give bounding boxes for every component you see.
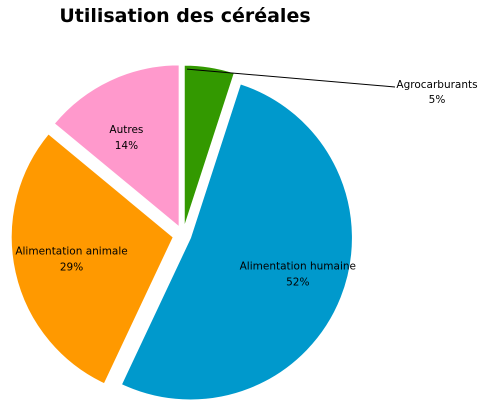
chart-title: Utilisation des céréales bbox=[59, 5, 311, 27]
slice-label-pct: 29% bbox=[60, 262, 83, 274]
leader-line bbox=[186, 68, 396, 88]
pie-slice-alimentation-animale bbox=[10, 133, 174, 385]
pie-slice-alimentation-humaine bbox=[120, 83, 353, 401]
slice-label-name: Agrocarburants bbox=[396, 79, 477, 91]
slice-label-name: Alimentation humaine bbox=[240, 261, 356, 273]
pie-slice-autres bbox=[53, 64, 180, 228]
slice-label-name: Alimentation animale bbox=[15, 246, 127, 258]
slice-label-name: Autres bbox=[109, 124, 143, 136]
slice-label-pct: 5% bbox=[429, 94, 446, 106]
slice-label-pct: 14% bbox=[115, 140, 138, 152]
slice-label-pct: 52% bbox=[286, 277, 309, 289]
